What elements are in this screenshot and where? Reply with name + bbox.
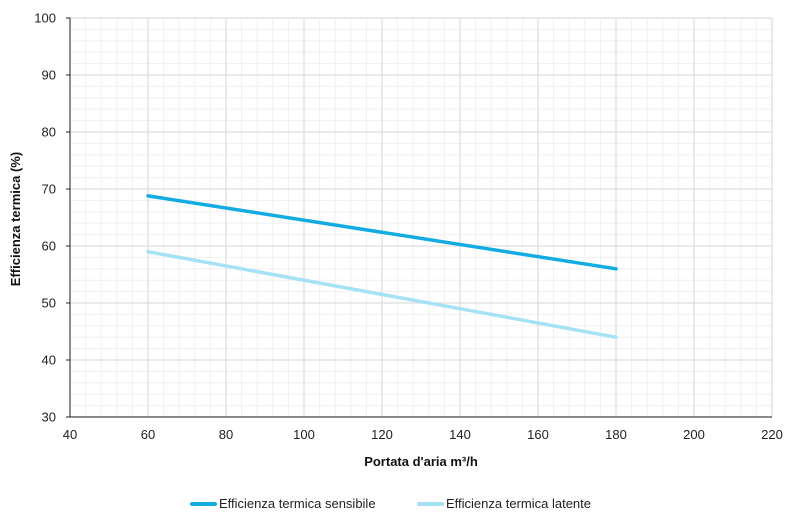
y-tick-label: 80 <box>42 125 56 140</box>
y-tick-label: 70 <box>42 182 56 197</box>
legend-swatch-latente <box>417 501 444 506</box>
y-tick-label: 90 <box>42 68 56 83</box>
axes <box>66 17 772 418</box>
y-tick-label: 60 <box>42 239 56 254</box>
legend-item-latente: Efficienza termica latente <box>417 496 591 511</box>
x-tick-label: 40 <box>63 427 77 442</box>
x-tick-label: 180 <box>605 427 627 442</box>
y-tick-label: 100 <box>34 11 56 26</box>
x-tick-label: 140 <box>449 427 471 442</box>
series-lines <box>146 194 618 339</box>
x-axis-title: Portata d'aria m³/h <box>364 454 478 469</box>
legend-label-sensibile: Efficienza termica sensibile <box>219 496 376 511</box>
legend: Efficienza termica sensibile Efficienza … <box>0 496 788 512</box>
minor-gridlines <box>69 17 773 418</box>
x-tick-label: 200 <box>683 427 705 442</box>
x-tick-label: 120 <box>371 427 393 442</box>
series-line-0 <box>146 194 618 271</box>
x-tick-label: 80 <box>219 427 233 442</box>
y-tick-label: 30 <box>42 410 56 425</box>
x-tick-label: 100 <box>293 427 315 442</box>
y-tick-label: 50 <box>42 296 56 311</box>
y-axis-title: Efficienza termica (%) <box>8 152 23 286</box>
y-tick-label: 40 <box>42 353 56 368</box>
major-gridlines <box>69 17 773 418</box>
x-tick-label: 220 <box>761 427 783 442</box>
legend-item-sensibile: Efficienza termica sensibile <box>190 496 376 511</box>
x-tick-label: 160 <box>527 427 549 442</box>
x-tick-label: 60 <box>141 427 155 442</box>
series-line-1 <box>146 249 618 339</box>
legend-swatch-sensibile <box>190 501 217 506</box>
line-chart: 40 60 80 100 120 140 160 180 200 220 30 40 50 60 70 80 9… <box>8 11 783 470</box>
legend-label-latente: Efficienza termica latente <box>446 496 591 511</box>
tick-labels: 40 60 80 100 120 140 160 180 200 220 30 40 50 60 70 80 9… <box>34 11 783 443</box>
